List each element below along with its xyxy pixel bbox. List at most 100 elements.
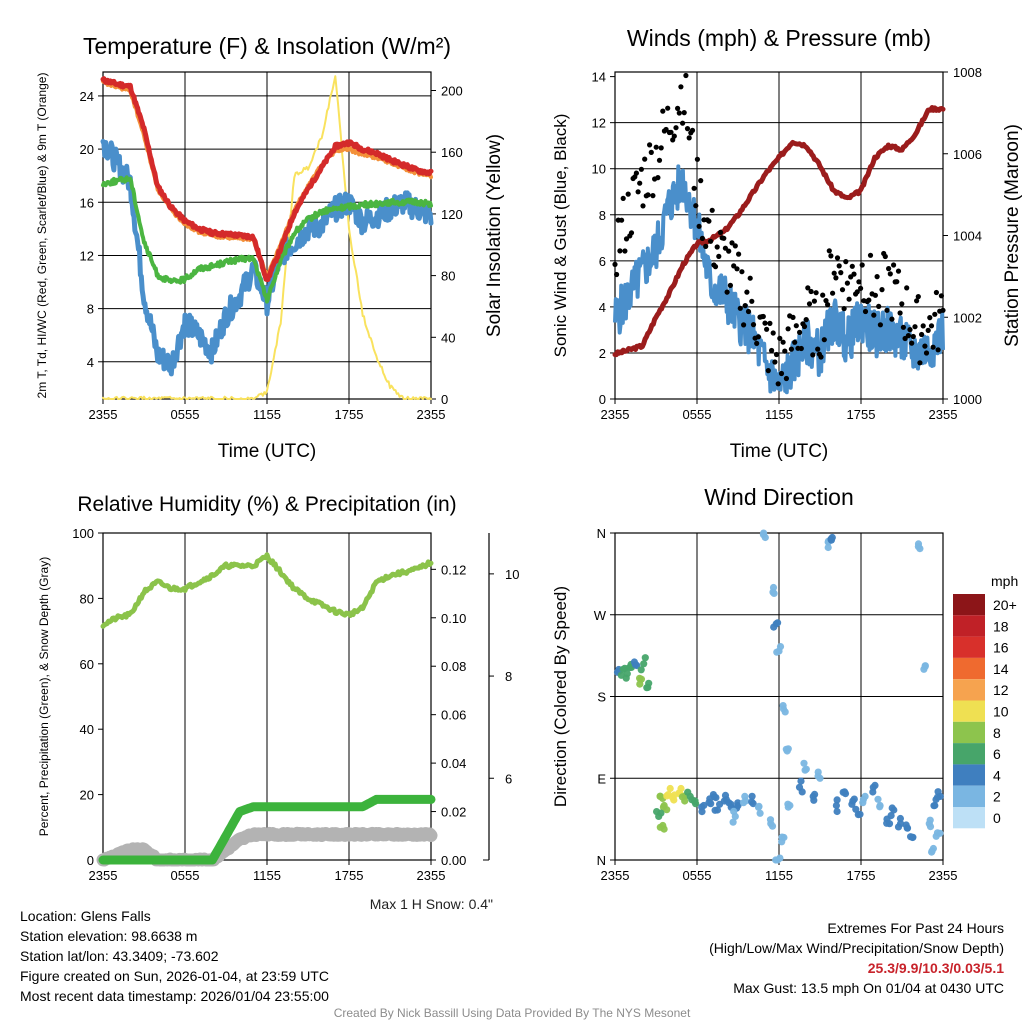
gust-point bbox=[736, 251, 742, 257]
gust-point bbox=[721, 235, 727, 241]
gust-point bbox=[882, 253, 888, 260]
gust-point bbox=[828, 253, 834, 259]
gust-point bbox=[879, 287, 885, 293]
rh-y2tick-label: 0.02 bbox=[441, 805, 466, 820]
rh-xtick-label: 2355 bbox=[89, 868, 118, 883]
gust-point bbox=[764, 326, 770, 332]
direction-point bbox=[928, 848, 936, 856]
gust-point bbox=[910, 333, 916, 340]
direction-point bbox=[850, 795, 858, 803]
dir-legend-swatch bbox=[953, 764, 985, 786]
rh-series-relative-humidity bbox=[100, 552, 434, 629]
rh-ylabel: Percent, Precipitation (Green), & Snow D… bbox=[37, 557, 51, 836]
gust-point bbox=[790, 314, 796, 320]
direction-point bbox=[887, 812, 895, 820]
gust-point bbox=[928, 323, 935, 329]
gust-point bbox=[684, 126, 691, 132]
gust-point bbox=[866, 297, 872, 303]
gust-point bbox=[899, 301, 905, 307]
gust-point bbox=[686, 135, 692, 141]
gust-point bbox=[914, 298, 920, 304]
temp-ytick-label: 16 bbox=[80, 195, 94, 210]
gust-point bbox=[915, 294, 921, 300]
gust-point bbox=[877, 322, 884, 328]
direction-point bbox=[721, 791, 730, 800]
gust-point bbox=[820, 292, 826, 298]
rh-axes: 2355 0555 1155 1755 23550204060801000.000.02… bbox=[37, 526, 519, 883]
temp-y2tick-label: 200 bbox=[441, 84, 463, 99]
direction-point bbox=[729, 818, 737, 826]
gust-point bbox=[742, 303, 748, 309]
direction-point bbox=[903, 824, 911, 832]
direction-point bbox=[645, 679, 653, 687]
temp-xtick-label: 2355 bbox=[89, 407, 118, 422]
gust-point bbox=[792, 339, 798, 345]
direction-point bbox=[811, 790, 819, 799]
dir-legend-label: 8 bbox=[993, 725, 1001, 741]
temp-ytick-label: 20 bbox=[80, 142, 94, 157]
direction-point bbox=[640, 660, 648, 668]
dir-legend-label: 18 bbox=[993, 618, 1009, 634]
direction-point bbox=[622, 674, 630, 682]
gust-point bbox=[660, 108, 666, 114]
winds-ytick-label: 6 bbox=[599, 254, 606, 269]
direction-point bbox=[684, 788, 692, 796]
dir-legend-swatch bbox=[953, 700, 985, 722]
winds-ytick-label: 14 bbox=[592, 70, 606, 85]
direction-point bbox=[772, 856, 780, 864]
gust-point bbox=[642, 156, 648, 162]
direction-point bbox=[657, 809, 665, 817]
direction-point bbox=[659, 803, 668, 811]
gust-point bbox=[737, 305, 743, 311]
direction-point bbox=[801, 766, 809, 774]
gust-point bbox=[935, 347, 941, 353]
gust-point bbox=[810, 352, 816, 358]
direction-point bbox=[833, 807, 841, 816]
gust-point bbox=[859, 262, 865, 268]
direction-point bbox=[768, 822, 777, 830]
gust-point bbox=[887, 271, 893, 277]
rh-y2tick-label: 0.00 bbox=[441, 853, 466, 868]
recent-text: Most recent data timestamp: 2026/01/04 2… bbox=[20, 988, 329, 1004]
rh-y2tick-label: 0.10 bbox=[441, 611, 466, 626]
gust-point bbox=[821, 337, 827, 343]
gust-point bbox=[769, 347, 775, 354]
gust-point bbox=[826, 248, 832, 254]
gust-point bbox=[813, 290, 819, 296]
gust-point bbox=[854, 289, 860, 295]
extremes-info: Extremes For Past 24 Hours (High/Low/Max… bbox=[709, 918, 1004, 998]
gust-point bbox=[765, 368, 771, 374]
created-text: Figure created on Sun, 2026-01-04, at 23… bbox=[20, 968, 329, 984]
extremes-subtitle: (High/Low/Max Wind/Precipitation/Snow De… bbox=[709, 940, 1004, 956]
direction-point bbox=[932, 832, 940, 840]
gust-point bbox=[867, 252, 874, 258]
temp-y2tick-label: 40 bbox=[441, 330, 455, 345]
gust-point bbox=[889, 316, 895, 322]
gust-point bbox=[844, 280, 851, 286]
temp-y2tick-label: 160 bbox=[441, 145, 463, 160]
direction-point bbox=[798, 788, 806, 796]
gust-point bbox=[760, 313, 766, 320]
credit-line: Created By Nick Bassill Using Data Provi… bbox=[333, 1006, 691, 1020]
rh-xtick-label: 1755 bbox=[335, 868, 364, 883]
rh-xtick-label: 1155 bbox=[253, 868, 281, 883]
gust-point bbox=[815, 346, 821, 352]
max-gust-text: Max Gust: 13.5 mph On 01/04 at 0430 UTC bbox=[733, 980, 1004, 996]
gust-point bbox=[647, 142, 653, 148]
gust-point bbox=[638, 166, 645, 172]
direction-point bbox=[641, 654, 649, 662]
gust-point bbox=[708, 238, 714, 244]
temp-xlabel: Time (UTC) bbox=[218, 441, 317, 462]
gust-point bbox=[770, 330, 776, 336]
gust-point bbox=[706, 218, 712, 224]
rh-y2tick-label: 0.08 bbox=[441, 659, 466, 674]
direction-point bbox=[691, 797, 699, 805]
gust-point bbox=[671, 133, 677, 139]
gust-point bbox=[754, 340, 760, 346]
direction-point bbox=[784, 803, 792, 811]
gust-point bbox=[940, 307, 946, 313]
direction-point bbox=[666, 784, 674, 793]
rh-ytick-label: 0 bbox=[87, 853, 94, 868]
extremes-title: Extremes For Past 24 Hours bbox=[827, 920, 1004, 936]
direction-point bbox=[824, 543, 832, 552]
